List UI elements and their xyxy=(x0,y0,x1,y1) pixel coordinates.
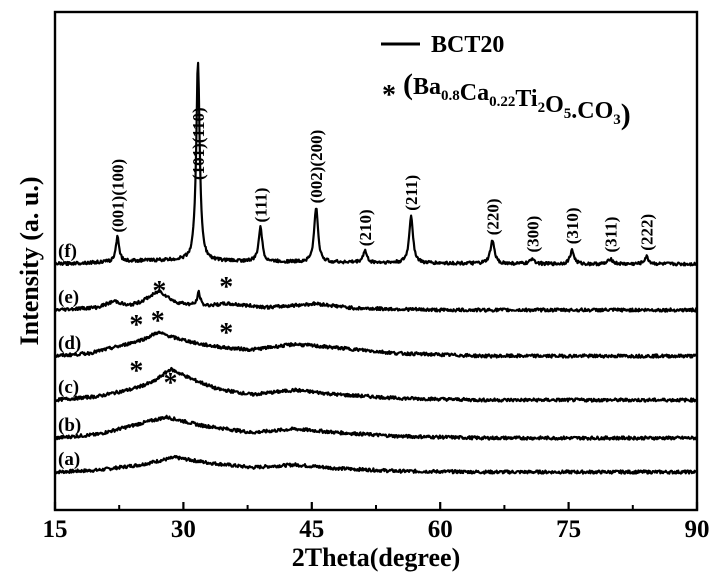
legend: BCT20 * (Ba0.8Ca0.22Ti2O5.CO3) xyxy=(381,32,631,131)
legend-entry-impurity: (Ba0.8Ca0.22Ti2O5.CO3) xyxy=(403,68,631,131)
impurity-stars: * ** * ** * xyxy=(129,272,233,399)
impurity-star: * xyxy=(219,272,233,303)
y-axis-title: Intensity (a. u.) xyxy=(15,176,44,345)
xrd-trace xyxy=(54,414,698,441)
trace-label: (b) xyxy=(58,415,81,436)
xrd-trace xyxy=(54,289,698,313)
peak-label: (211) xyxy=(402,175,421,211)
xrd-trace xyxy=(54,455,698,475)
peak-label: (311) xyxy=(602,217,621,253)
peak-label: (220) xyxy=(483,198,502,235)
peak-label: (222) xyxy=(638,214,657,251)
peak-label: (001)(100) xyxy=(109,159,128,233)
trace-label: (d) xyxy=(58,333,81,354)
peak-label: (111) xyxy=(251,188,270,223)
trace-labels: (a) (b) (c) (d) (e) (f) xyxy=(58,241,81,470)
trace-label: (a) xyxy=(58,449,80,470)
trace-label: (f) xyxy=(58,241,77,262)
x-axis-title: 2Theta(degree) xyxy=(292,543,460,572)
legend-star-symbol: * xyxy=(382,80,396,111)
trace-label: (e) xyxy=(58,287,79,308)
xrd-trace xyxy=(54,61,698,267)
x-tick-label: 90 xyxy=(685,516,710,543)
impurity-star: * xyxy=(151,306,165,337)
x-tick-label: 30 xyxy=(171,516,196,543)
peak-label: (002)(200) xyxy=(307,130,326,204)
plot-axes: 15 30 45 60 75 90 xyxy=(43,10,710,543)
impurity-star: * xyxy=(129,310,143,341)
impurity-star: * xyxy=(152,276,166,307)
xrd-trace xyxy=(54,366,698,403)
impurity-star: * xyxy=(129,356,143,387)
trace-label: (c) xyxy=(58,377,79,398)
xrd-traces xyxy=(54,61,698,475)
peak-labels: (001)(100) (101)(110) (111) (002)(200) (210)… xyxy=(109,107,657,252)
peak-label: (210) xyxy=(356,209,375,246)
impurity-star: * xyxy=(164,368,178,399)
peak-label: (300) xyxy=(524,216,543,253)
x-tick-label: 60 xyxy=(428,516,453,543)
xrd-trace xyxy=(54,330,698,359)
x-tick-label: 75 xyxy=(556,516,581,543)
peak-label: (310) xyxy=(563,207,582,244)
x-tick-label: 15 xyxy=(43,516,68,543)
legend-entry-bct20: BCT20 xyxy=(431,32,504,58)
peak-label: (101)(110) xyxy=(189,107,208,180)
impurity-star: * xyxy=(219,318,233,349)
x-tick-label: 45 xyxy=(299,516,324,543)
